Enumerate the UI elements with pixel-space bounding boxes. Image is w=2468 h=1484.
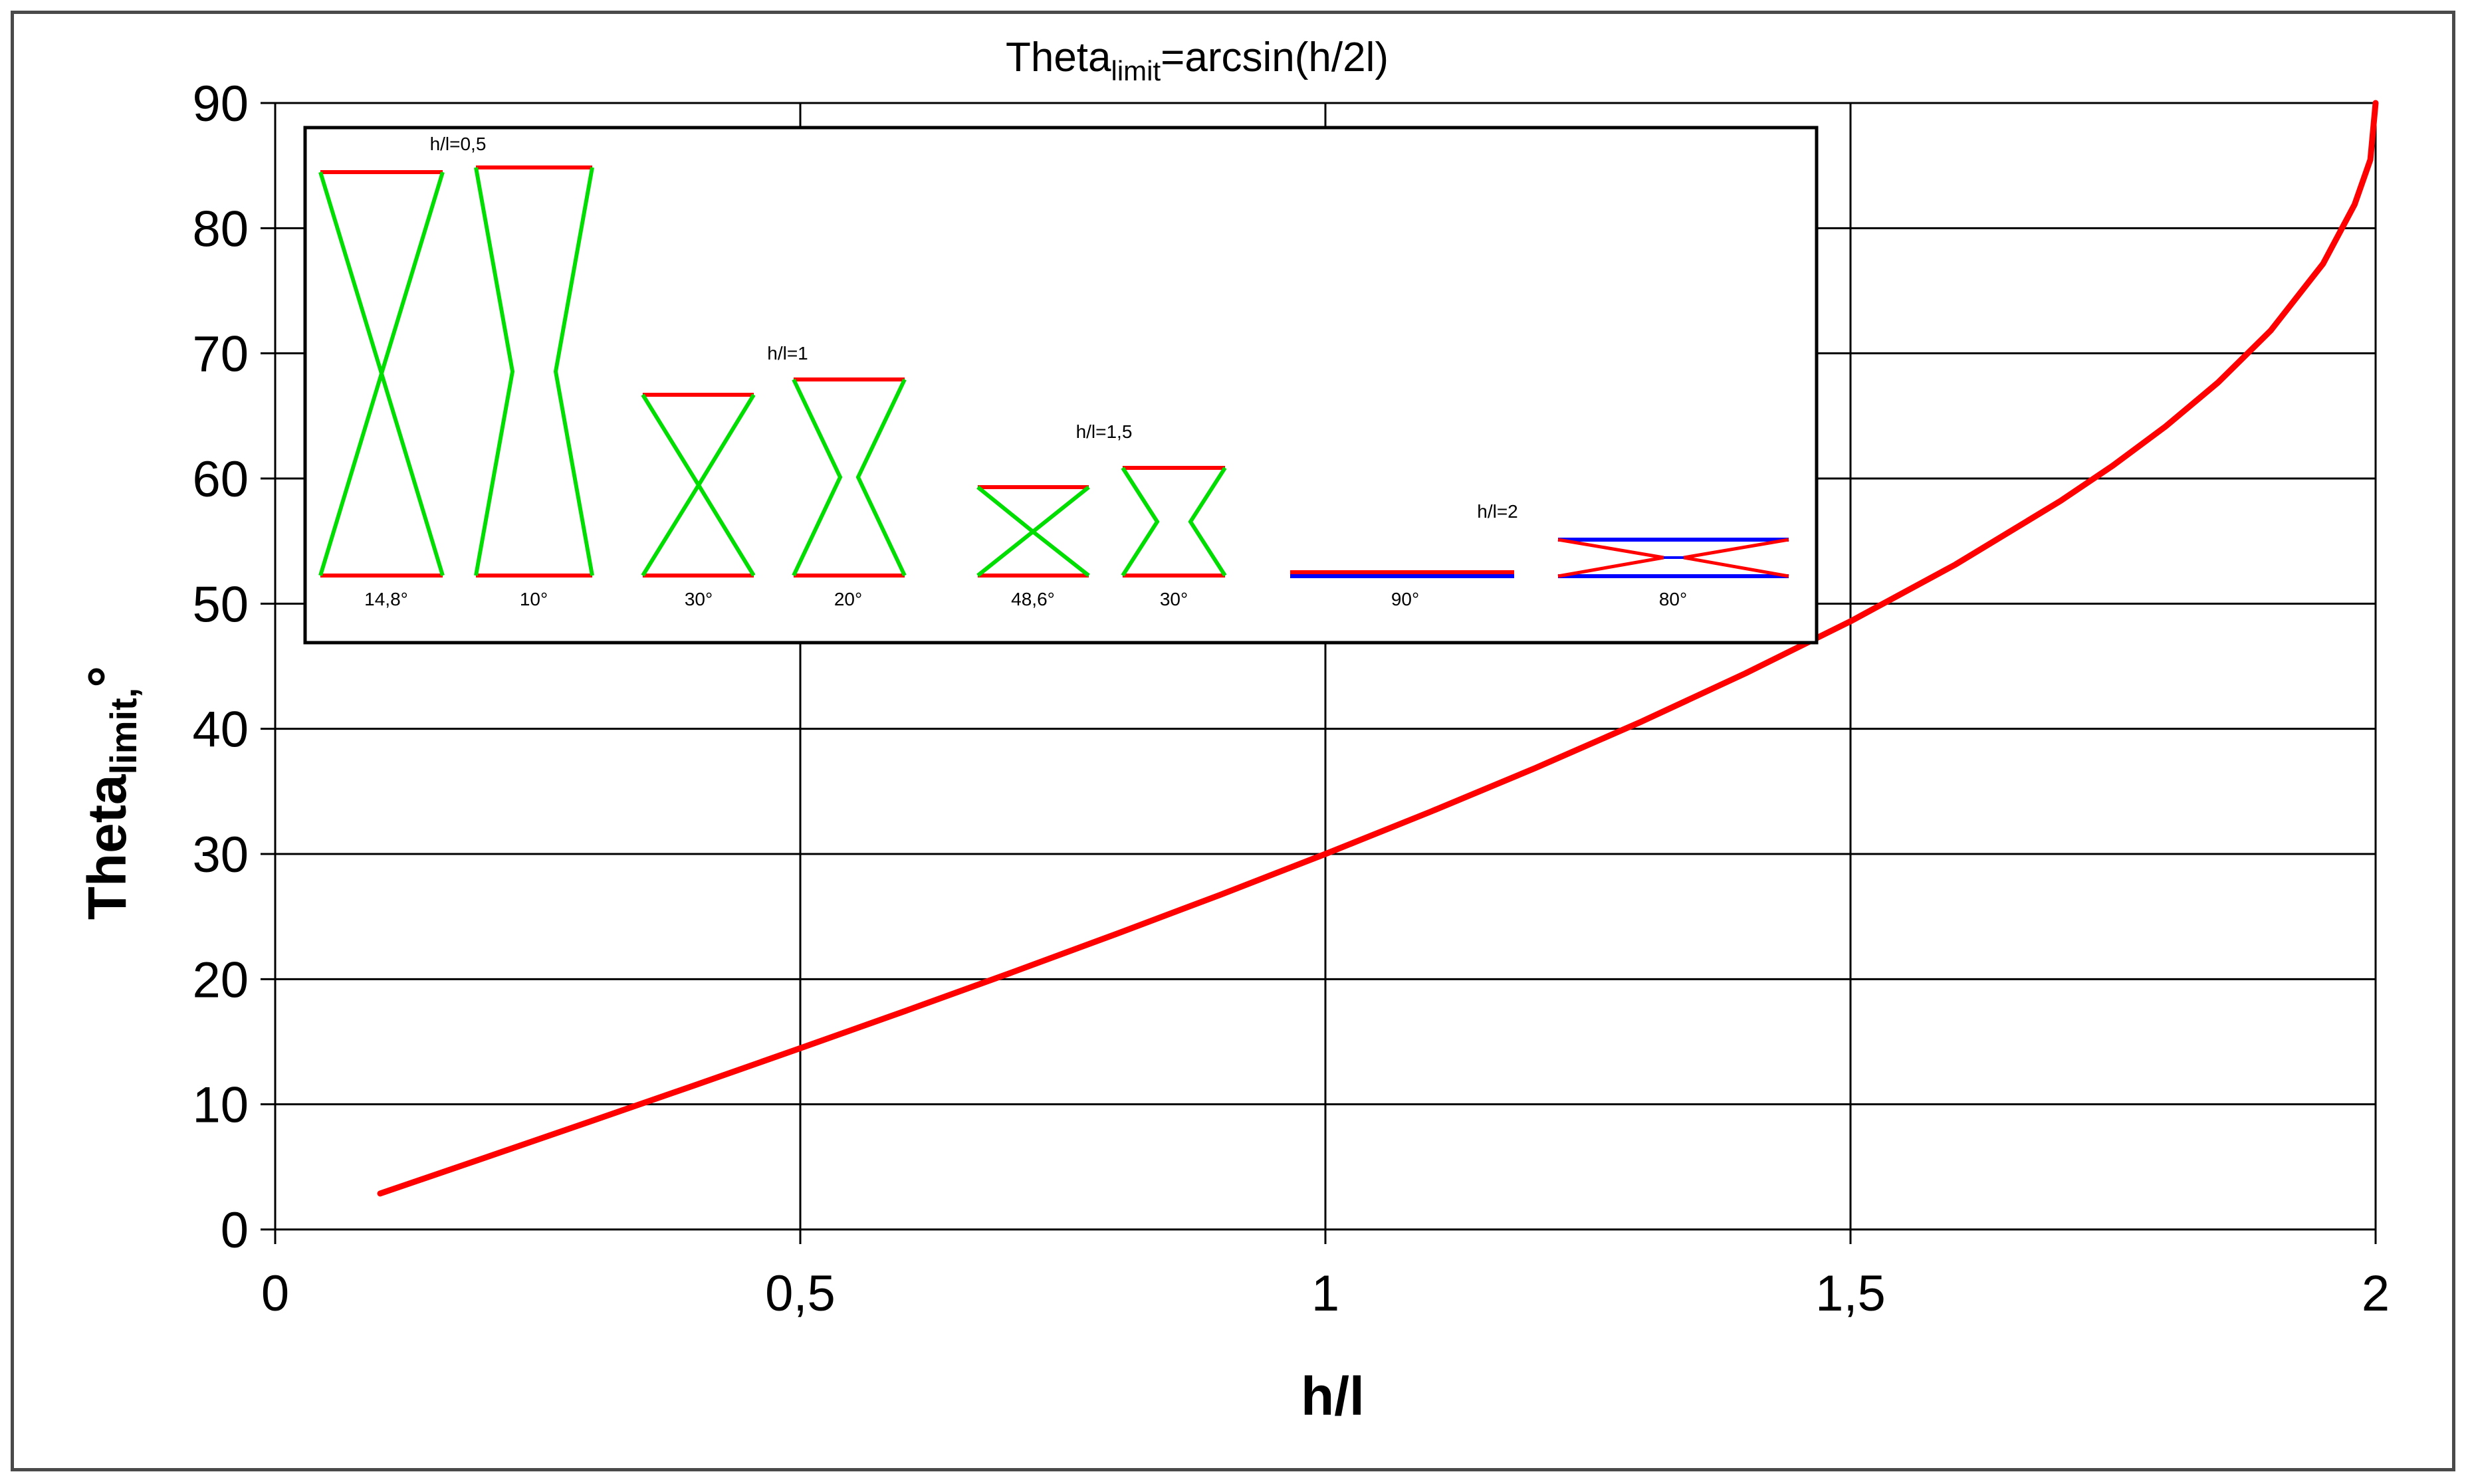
cell-strut-right — [696, 393, 756, 577]
y-tick-label: 40 — [192, 702, 249, 758]
chart-canvas: Thetalimit=arcsin(h/2l) 0 0,5 1 1,5 2 010203… — [77, 35, 2390, 1427]
cell-angle-label: 14,8° — [364, 589, 408, 609]
cell-angle-label: 20° — [834, 589, 862, 609]
inset-group-label: h/l=0,5 — [430, 134, 487, 154]
y-tick-label: 20 — [192, 952, 249, 1008]
series-line — [377, 100, 2379, 1197]
hexagon-cell — [318, 170, 445, 578]
hexagon-cell — [1121, 466, 1227, 578]
chart-title-rest: =arcsin(h/2l) — [1161, 35, 1389, 80]
x-tick-label: 0,5 — [765, 1265, 836, 1322]
cell-strut-right — [553, 167, 594, 576]
x-axis-label: h/l — [1301, 1366, 1365, 1427]
cell-strut-left — [792, 378, 843, 577]
cell-angle-label: 80° — [1659, 589, 1687, 609]
chart-title-sub: limit — [1111, 55, 1161, 86]
cell-strut-right — [1188, 467, 1227, 577]
y-axis-label-main: Theta — [77, 774, 138, 920]
cell-angle-label: 10° — [520, 589, 548, 609]
hexagon-cell — [976, 485, 1090, 578]
y-tick-label: 30 — [192, 827, 249, 883]
cell-strut-left — [1121, 467, 1160, 577]
inset-box — [303, 126, 1819, 645]
y-tick-label: 60 — [192, 451, 249, 508]
chart-frame: Thetalimit=arcsin(h/2l) 0 0,5 1 1,5 2 0 10 20 3… — [11, 11, 2455, 1471]
x-tick-label: 2 — [2362, 1265, 2390, 1322]
y-axis-label-sub: limit, — [102, 688, 144, 775]
y-tick-label: 50 — [192, 576, 249, 633]
inset-group-label: h/l=1,5 — [1076, 421, 1133, 442]
y-tick-label: 10 — [192, 1077, 249, 1134]
y-axis-label-unit: ° — [77, 666, 138, 688]
y-tick-label: 80 — [192, 201, 249, 257]
y-axis-label: Thetalimit,° — [77, 666, 144, 920]
x-tick-label: 1 — [1311, 1265, 1339, 1322]
cell-angle-label: 30° — [685, 589, 713, 609]
hexagon-cell — [792, 377, 907, 578]
cell-angle-label: 90° — [1391, 589, 1419, 609]
cell-strut-right — [855, 378, 907, 577]
hexagon-cell — [474, 165, 594, 578]
hexagon-cell — [641, 393, 756, 578]
cell-strut-right — [379, 171, 445, 576]
y-tick-label: 90 — [192, 76, 249, 132]
chart-title: Thetalimit=arcsin(h/2l) — [1006, 35, 1389, 86]
x-tick-label: 1,5 — [1815, 1265, 1886, 1322]
inset-group-label: h/l=1 — [767, 343, 808, 364]
x-tick-labels: 0 0,5 1 1,5 2 — [261, 1265, 2390, 1322]
x-tick-label: 0 — [261, 1265, 289, 1322]
hexagon-cell — [1290, 570, 1514, 578]
y-tick-labels: 0 10 20 30 40 50 60 70 80 90 — [192, 76, 249, 1259]
inset-group-label: h/l=2 — [1477, 501, 1518, 522]
cell-angle-label: 48,6° — [1011, 589, 1055, 609]
cell-strut-left — [474, 167, 515, 576]
y-tick-label: 70 — [192, 326, 249, 383]
chart-title-main: Theta — [1006, 35, 1111, 80]
cell-strut-right — [1030, 485, 1090, 578]
hexagon-cell — [1557, 538, 1789, 578]
y-tick-label: 0 — [221, 1202, 249, 1259]
cell-angle-label: 30° — [1160, 589, 1188, 609]
inset-diagram: h/l=0,5 14,8° 10° h/l=1 30° — [303, 126, 1819, 645]
